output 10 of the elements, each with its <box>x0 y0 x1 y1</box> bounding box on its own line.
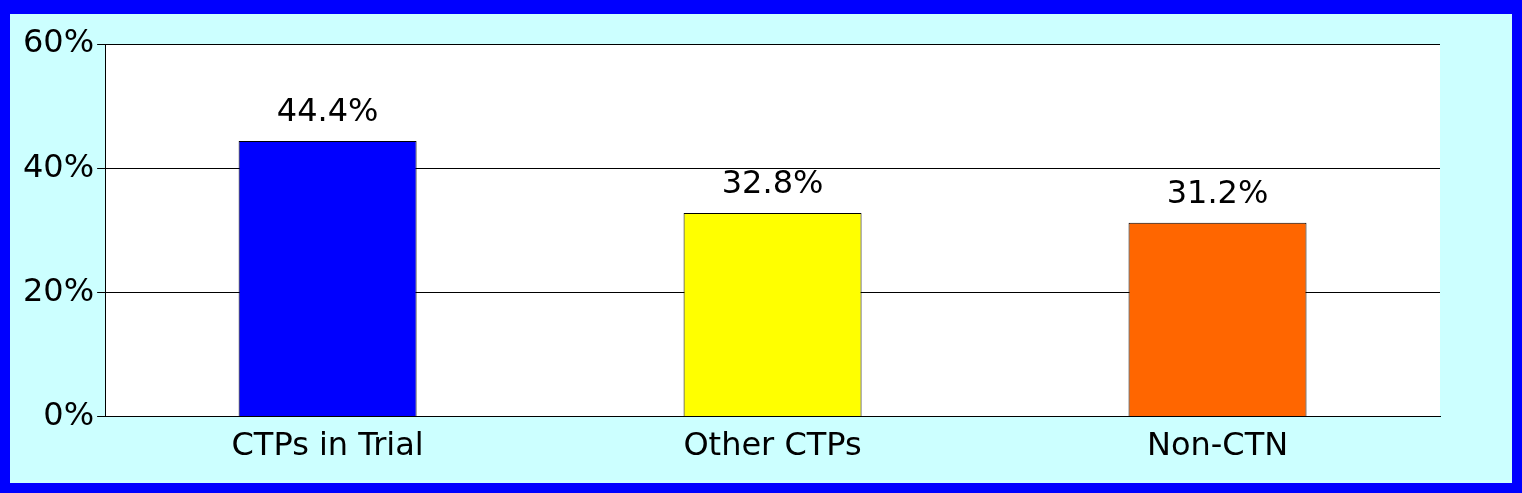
y-tick-label: 20% <box>23 270 95 309</box>
x-tick-label: CTPs in Trial <box>231 425 424 464</box>
y-tick-label: 60% <box>23 22 95 61</box>
y-tick-label: 40% <box>23 146 95 185</box>
data-label: 32.8% <box>721 163 824 202</box>
y-tick-label: 0% <box>43 394 95 433</box>
x-tick-label: Non-CTN <box>1146 425 1289 464</box>
x-tick-label: Other CTPs <box>683 425 862 464</box>
data-label: 44.4% <box>276 91 379 130</box>
data-label: 31.2% <box>1166 173 1269 212</box>
